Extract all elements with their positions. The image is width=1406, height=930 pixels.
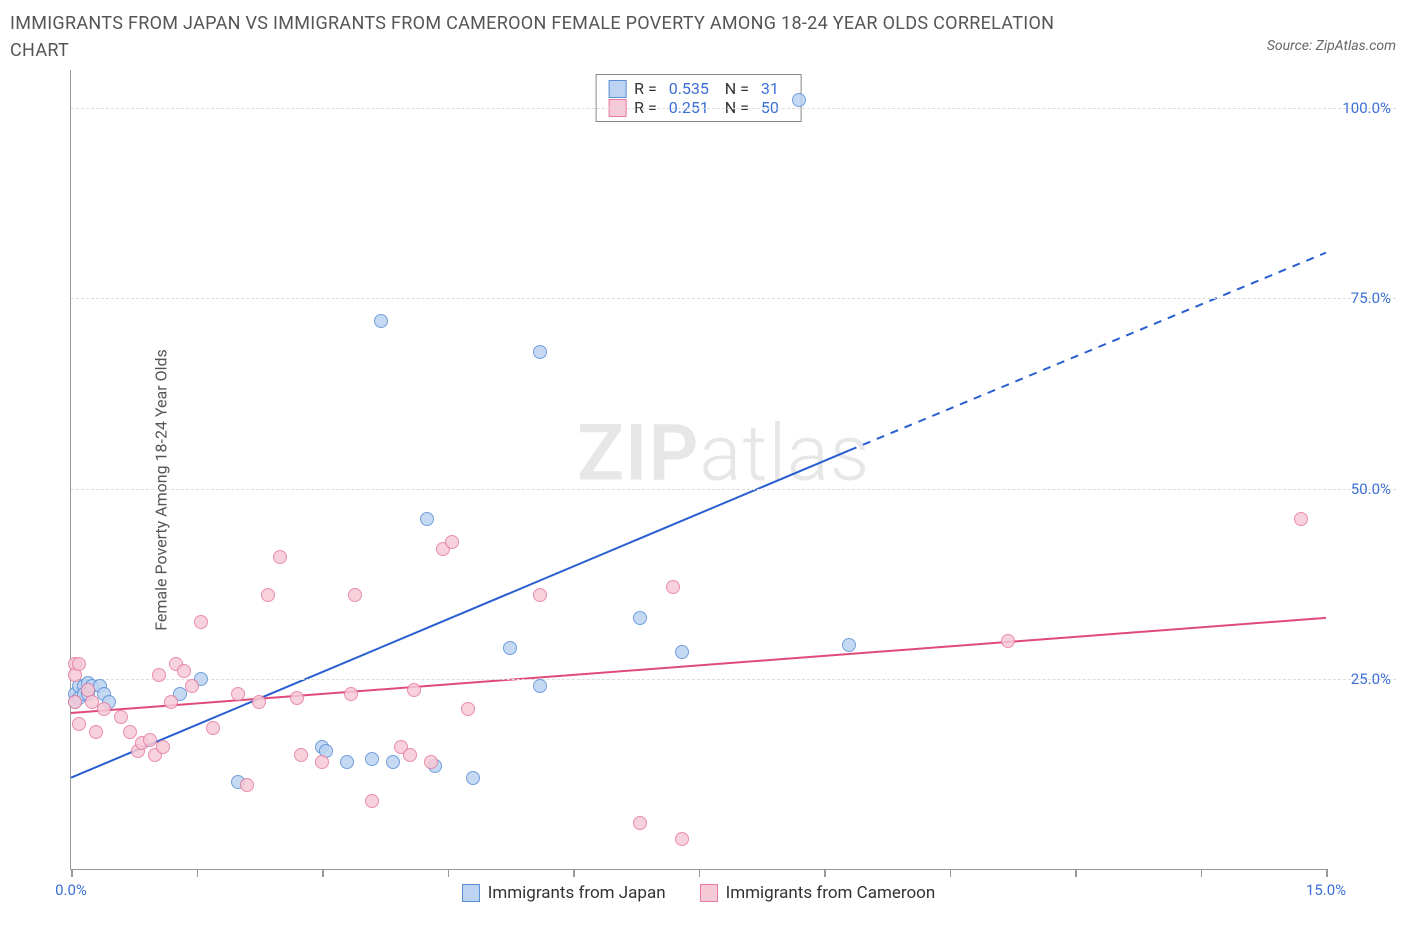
scatter-point-cameroon xyxy=(315,755,329,769)
stats-n-label: N = xyxy=(725,79,749,98)
x-tick xyxy=(71,869,73,877)
scatter-point-cameroon xyxy=(675,832,689,846)
y-tick-label: 50.0% xyxy=(1351,480,1391,498)
x-tick xyxy=(1201,869,1203,877)
legend-item: Immigrants from Japan xyxy=(462,883,666,903)
legend-item: Immigrants from Cameroon xyxy=(700,883,936,903)
plot-area: ZIPatlas R =0.535N =31R =0.251N =50 Immi… xyxy=(70,70,1326,870)
scatter-point-japan xyxy=(792,93,806,107)
stats-box: R =0.535N =31R =0.251N =50 xyxy=(595,74,802,122)
scatter-point-cameroon xyxy=(89,725,103,739)
scatter-point-cameroon xyxy=(290,691,304,705)
scatter-point-cameroon xyxy=(533,588,547,602)
stats-r-value: 0.535 xyxy=(669,79,717,98)
scatter-point-cameroon xyxy=(294,748,308,762)
scatter-point-japan xyxy=(466,771,480,785)
scatter-point-cameroon xyxy=(185,679,199,693)
scatter-point-japan xyxy=(503,641,517,655)
scatter-point-cameroon xyxy=(97,702,111,716)
x-tick-label: 0.0% xyxy=(55,881,87,899)
watermark-atlas: atlas xyxy=(700,408,871,499)
scatter-point-cameroon xyxy=(177,664,191,678)
scatter-point-cameroon xyxy=(261,588,275,602)
title-row: IMMIGRANTS FROM JAPAN VS IMMIGRANTS FROM… xyxy=(10,10,1396,64)
stats-swatch xyxy=(608,80,626,98)
scatter-point-cameroon xyxy=(461,702,475,716)
scatter-point-cameroon xyxy=(152,668,166,682)
scatter-point-cameroon xyxy=(666,580,680,594)
scatter-point-japan xyxy=(374,314,388,328)
trend-lines-svg xyxy=(71,70,1326,869)
gridline xyxy=(71,298,1396,299)
trend-line-japan xyxy=(71,450,849,777)
scatter-point-cameroon xyxy=(72,657,86,671)
x-tick xyxy=(824,869,826,877)
gridline xyxy=(71,489,1396,490)
x-tick-label: 15.0% xyxy=(1306,881,1346,899)
scatter-point-cameroon xyxy=(156,740,170,754)
scatter-point-cameroon xyxy=(424,755,438,769)
scatter-point-cameroon xyxy=(445,535,459,549)
x-tick xyxy=(573,869,575,877)
scatter-point-cameroon xyxy=(1294,512,1308,526)
scatter-point-cameroon xyxy=(72,717,86,731)
scatter-point-cameroon xyxy=(123,725,137,739)
legend-swatch xyxy=(462,884,480,902)
stats-r-label: R = xyxy=(634,79,657,98)
x-tick xyxy=(1075,869,1077,877)
source-label: Source: ZipAtlas.com xyxy=(1267,38,1396,54)
gridline xyxy=(71,108,1396,109)
scatter-point-cameroon xyxy=(68,695,82,709)
scatter-point-japan xyxy=(842,638,856,652)
chart-title: IMMIGRANTS FROM JAPAN VS IMMIGRANTS FROM… xyxy=(10,10,1110,64)
scatter-point-japan xyxy=(533,345,547,359)
scatter-point-cameroon xyxy=(633,816,647,830)
scatter-point-cameroon xyxy=(344,687,358,701)
scatter-point-cameroon xyxy=(1001,634,1015,648)
scatter-point-cameroon xyxy=(407,683,421,697)
legend-swatch xyxy=(700,884,718,902)
gridline xyxy=(71,679,1396,680)
y-tick-label: 25.0% xyxy=(1351,670,1391,688)
scatter-point-cameroon xyxy=(164,695,178,709)
x-tick xyxy=(197,869,199,877)
stats-row: R = 0.535 N = 31 xyxy=(608,79,789,98)
y-tick-label: 100.0% xyxy=(1342,99,1391,117)
x-tick xyxy=(322,869,324,877)
scatter-point-cameroon xyxy=(240,778,254,792)
legend-label: Immigrants from Cameroon xyxy=(726,883,936,903)
plot-wrapper: Female Poverty Among 18-24 Year Olds ZIP… xyxy=(50,70,1396,910)
scatter-point-japan xyxy=(533,679,547,693)
scatter-point-cameroon xyxy=(365,794,379,808)
bottom-legend: Immigrants from Japan Immigrants from Cam… xyxy=(71,883,1326,903)
trend-line-ext-japan xyxy=(849,253,1326,451)
scatter-point-cameroon xyxy=(206,721,220,735)
x-tick xyxy=(1326,869,1328,877)
x-tick xyxy=(699,869,701,877)
x-tick xyxy=(950,869,952,877)
scatter-point-cameroon xyxy=(348,588,362,602)
scatter-point-japan xyxy=(675,645,689,659)
watermark: ZIPatlas xyxy=(577,408,870,499)
legend-label: Immigrants from Japan xyxy=(488,883,666,903)
scatter-point-cameroon xyxy=(194,615,208,629)
scatter-point-cameroon xyxy=(231,687,245,701)
chart-container: IMMIGRANTS FROM JAPAN VS IMMIGRANTS FROM… xyxy=(10,10,1396,910)
scatter-point-japan xyxy=(365,752,379,766)
watermark-zip: ZIP xyxy=(577,408,700,499)
scatter-point-cameroon xyxy=(114,710,128,724)
scatter-point-japan xyxy=(340,755,354,769)
scatter-point-cameroon xyxy=(273,550,287,564)
scatter-point-cameroon xyxy=(252,695,266,709)
scatter-point-cameroon xyxy=(403,748,417,762)
stats-n-value: 31 xyxy=(761,79,789,98)
y-tick-label: 75.0% xyxy=(1351,289,1391,307)
scatter-point-japan xyxy=(386,755,400,769)
x-tick xyxy=(448,869,450,877)
scatter-point-japan xyxy=(633,611,647,625)
scatter-point-japan xyxy=(420,512,434,526)
